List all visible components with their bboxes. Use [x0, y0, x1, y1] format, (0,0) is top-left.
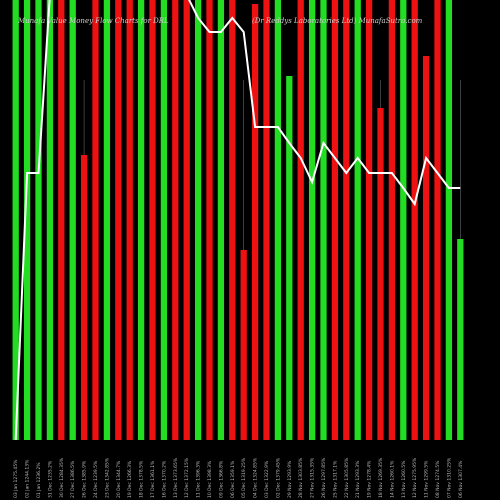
bar-up [400, 0, 407, 440]
chart-title-left: Munafa Value Money Flow Charts for DRL [17, 17, 169, 25]
bar-down [229, 0, 236, 440]
x-tick-label: 27 Dec 1386.5% [70, 460, 76, 498]
chart-title-right: (Dr Reddys Laboratories Ltd) MunafaSutra… [252, 17, 423, 25]
bar-down [434, 0, 441, 440]
bar-down [149, 0, 156, 440]
bar-down [343, 0, 350, 440]
bar-up [308, 0, 316, 440]
x-tick-label: 26 Dec 1385.9% [82, 460, 88, 498]
x-tick-label: 05 Dec 1319.25% [241, 457, 247, 498]
bar-down [58, 0, 65, 440]
x-tick-label: 29 Nov 1293.9% [287, 460, 293, 498]
x-tick-label: 13 Dec 1373.65% [173, 457, 179, 498]
bar-up [320, 0, 327, 440]
bar-up [46, 0, 54, 440]
x-tick-label: 12 Nov 1275.95% [412, 457, 418, 498]
bar-up [286, 76, 293, 440]
x-tick-label: 20 Dec 1344.7% [116, 460, 122, 498]
x-tick-label: 10 Dec 1398.3% [207, 460, 213, 498]
bar-down [206, 0, 213, 440]
bar-up [69, 0, 76, 440]
x-tick-label: 17 Dec 1361.1% [150, 460, 156, 498]
x-tick-label: 21 Nov 1293.3% [355, 460, 361, 498]
bar-up [35, 0, 42, 440]
bars-layer [12, 0, 464, 440]
x-tick-label: 04 Dec 1324.85% [253, 457, 259, 498]
x-tick-label: 02 Jan 1244.13% [25, 459, 31, 498]
bar-up [137, 0, 145, 440]
x-tick-label: 03 Dec 1322.9% [264, 460, 270, 498]
x-tick-label: 12 Dec 1372.15% [184, 457, 190, 498]
bar-down [411, 0, 418, 440]
x-tick-label: 09 Dec 1366.8% [218, 460, 224, 498]
bar-up [445, 0, 453, 440]
bar-down [115, 0, 122, 440]
x-tick-label: 30 Dec 1284.35% [59, 457, 65, 498]
bar-down [92, 0, 99, 440]
x-tick-label: 16 Dec 1370.2% [161, 460, 167, 498]
x-tick-label: 13 Nov 1260.5% [401, 460, 407, 498]
bar-up [274, 0, 282, 440]
x-tick-label: 26 Nov 1297.85% [321, 457, 327, 498]
bar-down [126, 0, 133, 440]
x-tick-label: 19 Dec 1266.3% [127, 460, 133, 498]
x-tick-label: 06 Nov 1307.4% [458, 460, 464, 498]
x-axis-ticks: 03 Jan 1275.45% 02 Jan 1244.13% 01 Jan 123… [13, 457, 464, 498]
bar-up [160, 0, 168, 440]
bar-down [365, 0, 373, 440]
bar-up [217, 0, 225, 440]
bar-down [251, 4, 259, 440]
money-flow-line [14, 0, 461, 441]
x-tick-label: 31 Dec 1235.2% [47, 460, 53, 498]
bar-up [354, 0, 361, 440]
x-tick-label: 24 Dec 1239.5% [93, 460, 99, 498]
bar-down [240, 250, 247, 440]
x-tick-label: 25 Nov 1317.1% [332, 460, 338, 498]
bar-down [377, 108, 384, 440]
x-tick-label: 11 Dec 1396.3% [196, 460, 202, 498]
bar-up [12, 0, 19, 440]
x-tick-label: 06 Dec 1359.1% [230, 460, 236, 498]
x-tick-label: 01 Jan 1236.2% [36, 462, 42, 498]
bar-down [388, 0, 396, 440]
bar-up [194, 0, 202, 440]
bar-down [172, 0, 179, 440]
x-tick-label: 27 Nov 1315.35% [310, 457, 316, 498]
x-tick-label: 11 Nov 1299.5% [424, 460, 430, 498]
bar-up [23, 0, 31, 440]
x-tick-label: 28 Nov 1303.85% [298, 457, 304, 498]
bar-down [331, 0, 339, 440]
x-tick-label: 08 Nov 1274.5% [435, 460, 441, 498]
bar-down [297, 0, 304, 440]
bar-down [183, 0, 190, 440]
x-tick-label: 03 Jan 1275.45% [13, 459, 19, 498]
bar-up [103, 0, 111, 440]
x-tick-label: 14 Nov 1260.1% [389, 460, 395, 498]
x-tick-label: 07 Nov 1310.25% [446, 457, 452, 498]
x-tick-label: 22 Nov 1305.85% [344, 457, 350, 498]
bar-down [80, 155, 88, 440]
bar-down [263, 0, 270, 440]
bar-up [457, 239, 464, 440]
x-tick-label: 23 Dec 1342.85% [104, 457, 110, 498]
x-tick-label: 02 Dec 1379.45% [275, 457, 281, 498]
x-tick-label: 18 Nov 1269.35% [378, 457, 384, 498]
bar-down [422, 56, 430, 440]
x-tick-label: 19 Nov 1278.4% [367, 460, 373, 498]
x-tick-label: 18 Dec 1378.5% [139, 460, 145, 498]
